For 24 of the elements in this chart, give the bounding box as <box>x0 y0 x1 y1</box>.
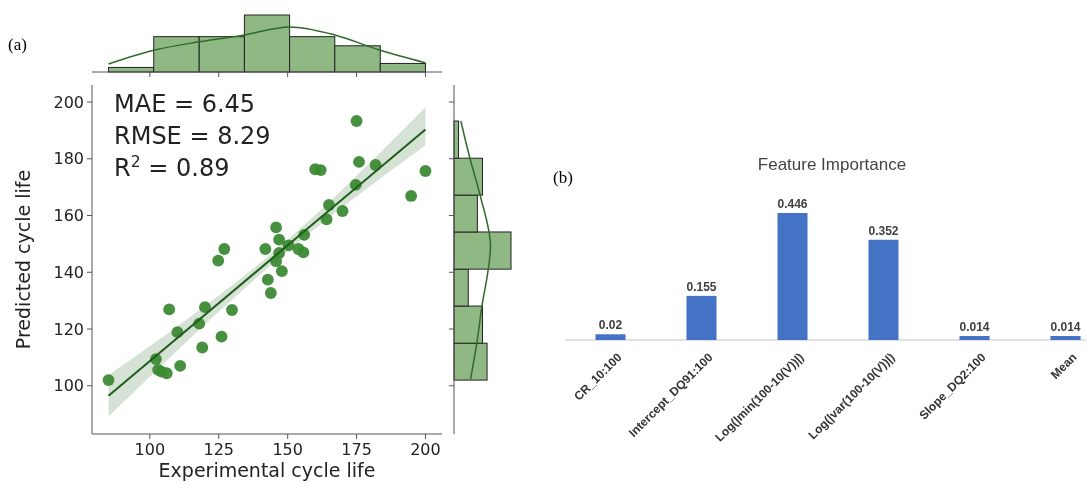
data-label: 0.014 <box>1050 320 1081 335</box>
x-tick-label: 150 <box>272 440 303 459</box>
annotation: R$^{2}$ = 0.89 <box>114 153 230 182</box>
data-label: 0.014 <box>959 320 990 335</box>
y-axis-title: Predicted cycle life <box>12 169 34 350</box>
y-tick-label: 140 <box>53 262 84 282</box>
text: (b) <box>553 168 573 187</box>
x-axis-title: Experimental cycle life <box>158 459 376 481</box>
x-tick-label: 200 <box>410 440 441 459</box>
annotation: MAE = 6.45 <box>114 90 256 118</box>
x-tick-label: 125 <box>203 440 235 459</box>
data-label: 0.352 <box>868 223 899 238</box>
data-label: 0.446 <box>777 197 808 211</box>
x-tick-label: 175 <box>341 440 372 459</box>
annotation: RMSE = 8.29 <box>114 122 271 150</box>
y-tick-label: 180 <box>53 149 84 169</box>
y-tick-label: 200 <box>53 92 84 112</box>
x-tick-label: 100 <box>134 440 166 459</box>
y-tick-label: 120 <box>53 319 84 339</box>
chart-title: Feature Importance <box>757 155 907 174</box>
data-label: 0.155 <box>686 279 717 294</box>
y-tick-label: 160 <box>53 206 84 226</box>
text: (a) <box>8 35 27 54</box>
data-label: 0.02 <box>598 318 623 333</box>
